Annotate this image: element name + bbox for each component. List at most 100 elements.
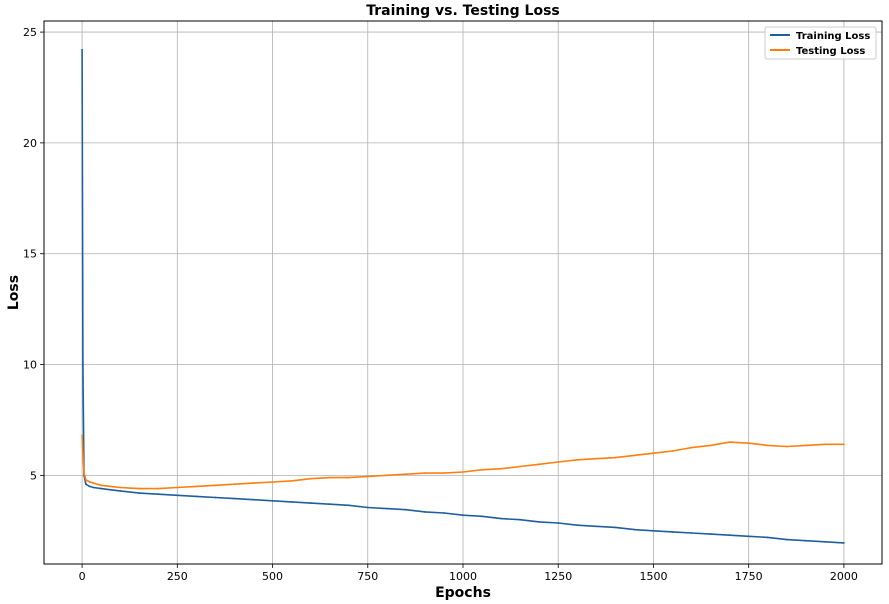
training-loss-point <box>385 507 388 510</box>
training-loss-point <box>405 508 407 511</box>
testing-loss-point <box>843 443 845 446</box>
testing-loss-point <box>538 463 541 466</box>
testing-loss-point <box>424 472 426 474</box>
x-axis-label: Epochs <box>435 585 491 601</box>
testing-loss-point <box>195 485 198 488</box>
testing-loss-point <box>824 443 826 446</box>
y-tick-label: 20 <box>23 137 37 150</box>
testing-loss-point <box>214 484 217 487</box>
testing-loss-point <box>614 456 617 459</box>
legend: Training Loss Testing Loss <box>764 26 877 60</box>
training-loss-point <box>82 363 84 366</box>
testing-loss-point <box>481 468 483 471</box>
training-loss-point <box>119 490 122 492</box>
training-loss-point <box>109 488 112 491</box>
training-loss-point <box>443 512 445 514</box>
training-loss-point <box>271 499 274 502</box>
testing-loss-point <box>576 458 579 461</box>
x-tick-label: 1250 <box>544 570 572 583</box>
testing-loss-point <box>385 474 388 477</box>
x-tick-label: 750 <box>357 570 378 583</box>
training-loss-point <box>633 528 636 531</box>
testing-loss-point <box>728 441 731 443</box>
training-loss-point <box>519 518 521 521</box>
training-loss-point <box>88 485 91 488</box>
testing-loss-point <box>347 476 350 479</box>
training-loss-point <box>500 517 502 520</box>
testing-loss-point <box>83 472 85 474</box>
testing-loss-point <box>290 480 293 482</box>
testing-loss-point <box>82 452 84 455</box>
training-loss-point <box>81 48 83 51</box>
training-loss-point <box>328 503 331 506</box>
training-loss-point <box>290 501 293 503</box>
testing-loss-point <box>443 472 445 474</box>
testing-loss-point <box>176 486 179 489</box>
training-loss-point <box>785 538 788 541</box>
testing-loss-point <box>557 461 560 463</box>
training-loss-point <box>576 524 579 527</box>
training-loss-point <box>176 494 179 497</box>
training-loss-point <box>85 483 87 486</box>
x-tick-label: 500 <box>262 570 283 583</box>
training-loss-point <box>652 529 655 532</box>
training-loss-point <box>595 525 598 528</box>
x-tick-label: 2000 <box>830 570 858 583</box>
training-loss-point <box>538 521 541 523</box>
y-tick-label: 15 <box>23 248 37 261</box>
testing-loss-point <box>462 471 464 473</box>
training-loss-point <box>157 493 160 496</box>
training-loss-point <box>366 506 369 509</box>
x-tick-label: 1750 <box>735 570 763 583</box>
y-tick-label: 10 <box>23 359 37 372</box>
testing-loss-point <box>652 452 655 455</box>
training-loss-point <box>462 514 464 517</box>
testing-loss-point <box>309 477 312 480</box>
testing-loss-point <box>88 481 91 483</box>
training-loss-point <box>214 496 217 499</box>
y-tick-label: 5 <box>30 469 37 482</box>
testing-loss-point <box>109 485 112 488</box>
testing-loss-point <box>804 444 807 447</box>
training-loss-point <box>347 504 350 507</box>
testing-loss-point <box>157 487 160 490</box>
testing-loss-point <box>100 484 102 487</box>
training-loss-point <box>481 515 483 518</box>
testing-loss-point <box>405 473 407 476</box>
training-loss-point <box>747 535 750 538</box>
testing-loss-point <box>328 476 331 479</box>
testing-loss-point <box>92 482 95 484</box>
training-loss-point <box>424 511 426 513</box>
training-loss-point <box>804 539 807 542</box>
testing-loss-point <box>766 444 769 447</box>
training-loss-point <box>92 486 95 489</box>
y-axis-label: Loss <box>6 275 22 310</box>
testing-loss-point <box>747 442 750 445</box>
axis-ticks: 0 250 500 750 1000 1250 1500 1750 2000 5 10 15 20 25 <box>23 26 858 583</box>
testing-loss-point <box>252 482 255 484</box>
x-tick-label: 1000 <box>449 570 477 583</box>
testing-loss-point <box>671 450 674 452</box>
testing-loss-point <box>595 457 598 460</box>
training-loss-point <box>843 542 845 544</box>
training-loss-point <box>309 502 312 504</box>
grid <box>44 21 882 564</box>
training-loss-point <box>690 532 693 534</box>
testing-loss-point <box>633 454 636 457</box>
training-loss-legend-label: Training Loss <box>796 31 870 42</box>
testing-loss-point <box>81 434 83 437</box>
training-loss-point <box>100 487 102 490</box>
x-tick-label: 250 <box>167 570 188 583</box>
training-loss-point <box>252 498 255 501</box>
testing-loss-point <box>500 467 502 470</box>
training-loss-point <box>709 533 712 535</box>
testing-loss-point <box>233 483 236 486</box>
training-loss-point <box>671 531 674 533</box>
y-tick-label: 25 <box>23 26 37 39</box>
testing-loss-point <box>271 481 274 483</box>
training-loss-point <box>614 526 617 529</box>
training-loss-point <box>728 534 731 537</box>
testing-loss-point <box>690 446 693 449</box>
